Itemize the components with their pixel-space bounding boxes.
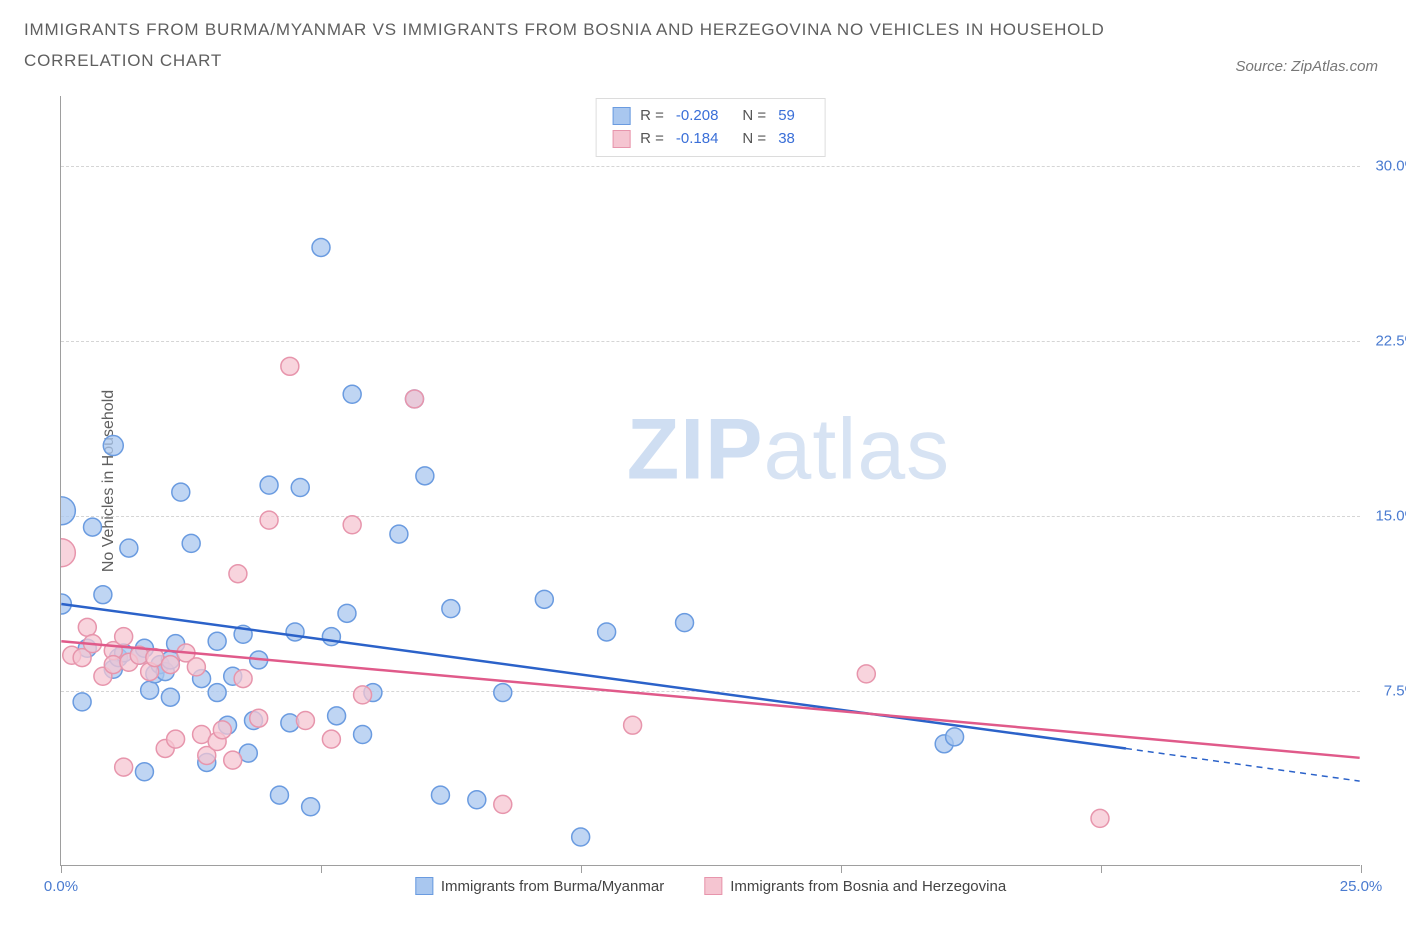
data-point (572, 828, 590, 846)
swatch-series-2 (612, 130, 630, 148)
data-point (431, 786, 449, 804)
data-point (120, 539, 138, 557)
swatch-series-1 (612, 107, 630, 125)
data-point (624, 716, 642, 734)
plot-area: ZIPatlas R = -0.208 N = 59 R = -0.184 N … (60, 96, 1360, 866)
data-point (208, 632, 226, 650)
data-point (224, 751, 242, 769)
data-point (946, 728, 964, 746)
legend-item-2: Immigrants from Bosnia and Herzegovina (704, 877, 1006, 895)
stats-row-1: R = -0.208 N = 59 (612, 105, 809, 128)
data-point (260, 511, 278, 529)
data-point (416, 467, 434, 485)
data-point (103, 436, 123, 456)
data-point (322, 730, 340, 748)
trend-line-ext (1126, 748, 1360, 781)
data-point (291, 479, 309, 497)
data-point (161, 656, 179, 674)
data-point (135, 763, 153, 781)
data-point (296, 712, 314, 730)
data-point (270, 786, 288, 804)
data-point (208, 684, 226, 702)
data-point (94, 586, 112, 604)
chart-title: IMMIGRANTS FROM BURMA/MYANMAR VS IMMIGRA… (24, 16, 1382, 43)
data-point (281, 357, 299, 375)
data-point (676, 614, 694, 632)
trend-line (61, 641, 1359, 758)
legend-item-1: Immigrants from Burma/Myanmar (415, 877, 664, 895)
data-point (390, 525, 408, 543)
data-point (598, 623, 616, 641)
data-point (260, 476, 278, 494)
data-point (78, 618, 96, 636)
data-point (84, 518, 102, 536)
chart-container: No Vehicles in Household ZIPatlas R = -0… (38, 96, 1378, 866)
data-point (115, 758, 133, 776)
data-point (187, 658, 205, 676)
data-point (229, 565, 247, 583)
chart-subtitle: CORRELATION CHART (24, 51, 1382, 71)
series-legend: Immigrants from Burma/Myanmar Immigrants… (415, 877, 1006, 895)
y-tick-label: 22.5% (1375, 333, 1406, 350)
data-point (61, 497, 75, 525)
data-point (250, 709, 268, 727)
stats-row-2: R = -0.184 N = 38 (612, 128, 809, 151)
data-point (857, 665, 875, 683)
y-tick-label: 7.5% (1384, 683, 1406, 700)
data-point (354, 686, 372, 704)
data-point (343, 516, 361, 534)
data-point (494, 684, 512, 702)
data-point (234, 670, 252, 688)
stats-legend: R = -0.208 N = 59 R = -0.184 N = 38 (595, 98, 826, 157)
data-point (213, 721, 231, 739)
x-tick-label: 0.0% (44, 878, 78, 895)
data-point (338, 604, 356, 622)
data-point (442, 600, 460, 618)
data-point (61, 539, 75, 567)
y-tick-label: 15.0% (1375, 508, 1406, 525)
data-point (312, 238, 330, 256)
data-point (302, 798, 320, 816)
data-point (405, 390, 423, 408)
data-point (343, 385, 361, 403)
data-point (115, 628, 133, 646)
data-point (73, 693, 91, 711)
swatch-icon (415, 877, 433, 895)
plot-svg (61, 96, 1360, 865)
data-point (468, 791, 486, 809)
data-point (494, 795, 512, 813)
x-tick-label: 25.0% (1340, 878, 1383, 895)
data-point (172, 483, 190, 501)
data-point (322, 628, 340, 646)
data-point (182, 534, 200, 552)
data-point (286, 623, 304, 641)
data-point (328, 707, 346, 725)
source-label: Source: ZipAtlas.com (1235, 58, 1378, 75)
data-point (141, 681, 159, 699)
y-tick-label: 30.0% (1375, 158, 1406, 175)
data-point (535, 590, 553, 608)
data-point (167, 730, 185, 748)
swatch-icon (704, 877, 722, 895)
data-point (161, 688, 179, 706)
data-point (1091, 809, 1109, 827)
data-point (354, 726, 372, 744)
